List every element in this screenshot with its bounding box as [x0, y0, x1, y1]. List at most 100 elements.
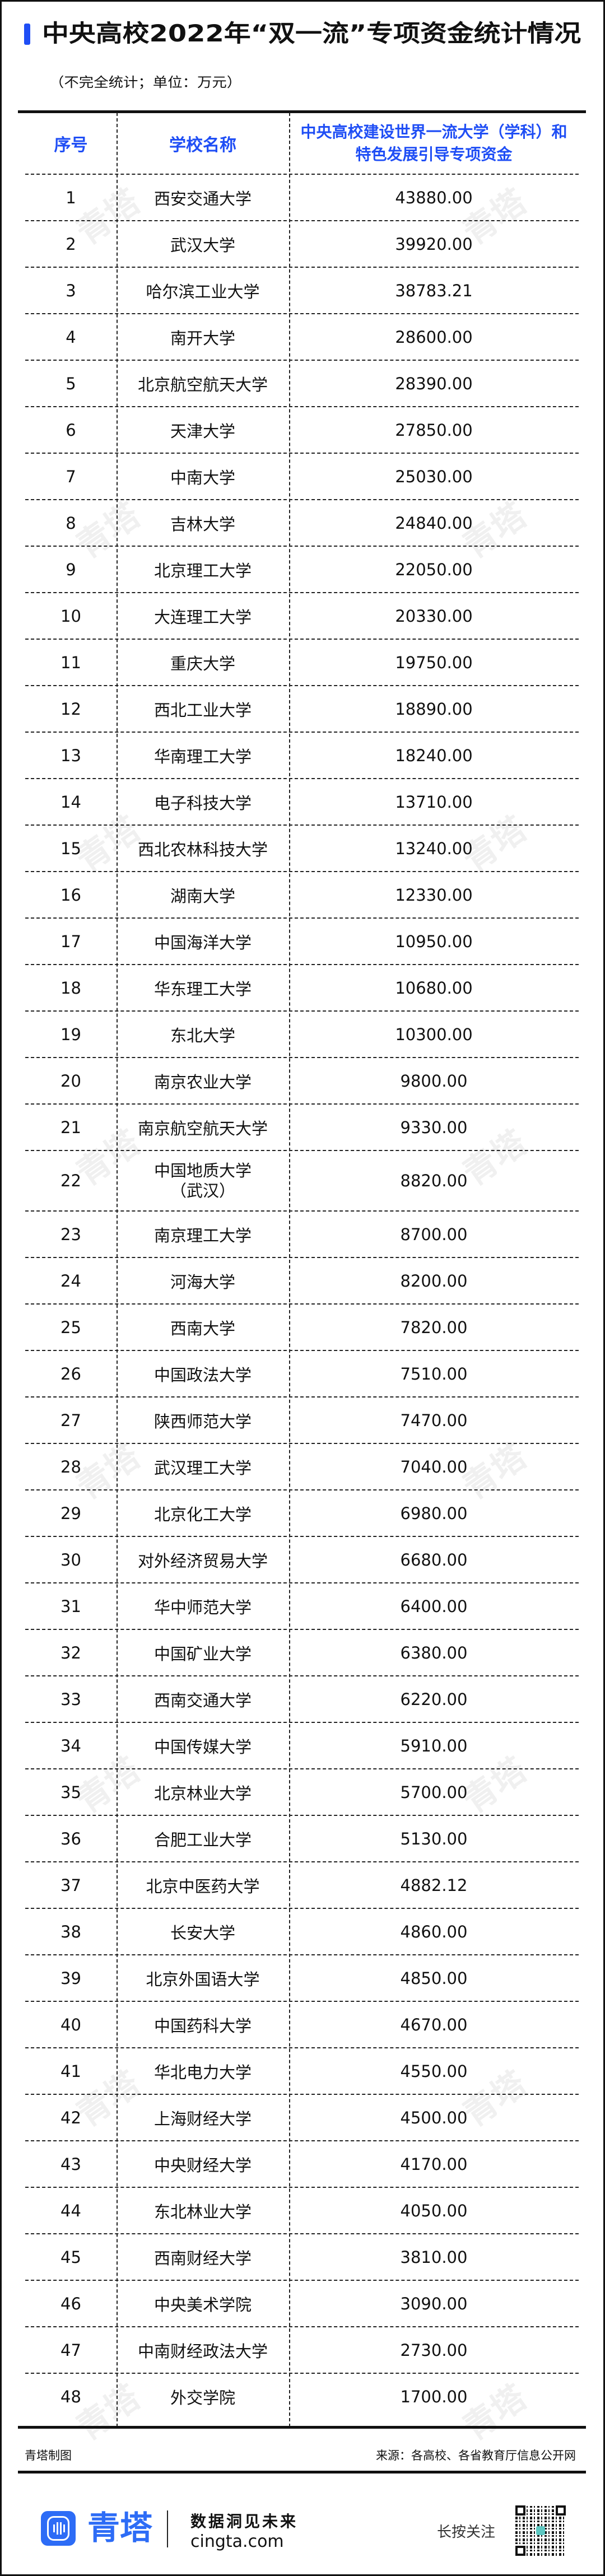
school-name: 外交学院	[170, 2388, 235, 2407]
funding-value: 39920.00	[395, 234, 473, 254]
funding-value: 43880.00	[395, 188, 473, 207]
funding-value: 6980.00	[400, 1503, 468, 1523]
table-row: 43 中央财经大学 4170.00	[25, 2140, 579, 2187]
funding-value: 3090.00	[400, 2294, 468, 2313]
school-name: 中央财经大学	[153, 2155, 252, 2175]
funding-value: 22050.00	[395, 560, 473, 579]
row-index: 22	[61, 1171, 81, 1190]
row-index: 3	[66, 281, 76, 300]
row-index: 19	[61, 1024, 81, 1044]
row-index: 46	[61, 2294, 81, 2313]
row-index: 37	[61, 1875, 81, 1895]
school-name: 武汉理工大学	[153, 1458, 252, 1478]
table-row: 10 大连理工大学 20330.00	[25, 592, 579, 639]
row-index: 48	[61, 2387, 81, 2406]
row-index: 15	[61, 839, 81, 858]
school-name: 重庆大学	[170, 654, 235, 673]
table-row: 4 南开大学 28600.00	[25, 313, 579, 360]
row-index: 5	[66, 374, 76, 393]
column-divider	[289, 113, 290, 2427]
row-index: 27	[61, 1410, 81, 1430]
row-index: 7	[66, 467, 76, 486]
brand-site[interactable]: cingta.com	[190, 2532, 284, 2551]
funding-value: 4860.00	[400, 1922, 468, 1941]
header-index: 序号	[54, 135, 88, 155]
table-row: 39 北京外国语大学 4850.00	[25, 1954, 579, 2001]
title-accent-bar	[24, 24, 30, 45]
table-row: 32 中国矿业大学 6380.00	[25, 1629, 579, 1675]
funding-value: 13710.00	[395, 792, 473, 812]
school-name: 西北农林科技大学	[137, 840, 268, 859]
table-row: 30 对外经济贸易大学 6680.00	[25, 1536, 579, 1582]
funding-value: 13240.00	[395, 839, 473, 858]
table-row: 23 南京理工大学 8700.00	[25, 1210, 579, 1257]
funding-value: 10680.00	[395, 978, 473, 998]
school-name: 合肥工业大学	[153, 1830, 252, 1850]
school-name: 长安大学	[170, 1923, 235, 1943]
table-row: 21 南京航空航天大学 9330.00	[25, 1103, 579, 1150]
table-row: 6 天津大学 27850.00	[25, 406, 579, 453]
table-row: 20 南京农业大学 9800.00	[25, 1057, 579, 1103]
funding-value: 5130.00	[400, 1829, 468, 1848]
school-name: 东北大学	[170, 1026, 235, 1045]
funding-value: 6220.00	[400, 1689, 468, 1709]
row-index: 16	[61, 885, 81, 905]
school-name: 对外经济贸易大学	[137, 1551, 268, 1571]
school-name: 中国地质大学 （武汉）	[153, 1161, 252, 1200]
school-name: 电子科技大学	[153, 793, 252, 813]
school-name: 大连理工大学	[153, 607, 252, 627]
funding-value: 20330.00	[395, 606, 473, 626]
funding-value: 4850.00	[400, 1968, 468, 1988]
header-school: 学校名称	[169, 135, 236, 155]
school-name: 中国政法大学	[153, 1365, 252, 1385]
page-title: 中央高校2022年“双一流”专项资金统计情况	[42, 20, 581, 47]
row-index: 17	[61, 931, 81, 951]
row-index: 36	[61, 1829, 81, 1848]
table-row: 27 陕西师范大学 7470.00	[25, 1396, 579, 1443]
school-name: 北京理工大学	[153, 561, 252, 580]
school-name: 南开大学	[170, 328, 235, 348]
table-row: 35 北京林业大学 5700.00	[25, 1768, 579, 1815]
row-index: 25	[61, 1317, 81, 1337]
row-index: 14	[61, 792, 81, 812]
funding-value: 4170.00	[400, 2154, 468, 2174]
subtitle: （不完全统计；单位：万元）	[49, 74, 242, 90]
row-index: 35	[61, 1782, 81, 1802]
funding-value: 7820.00	[400, 1317, 468, 1337]
row-index: 24	[61, 1271, 81, 1291]
funding-value: 3810.00	[400, 2247, 468, 2267]
school-name: 北京中医药大学	[146, 1876, 260, 1896]
funding-value: 4050.00	[400, 2201, 468, 2220]
funding-value: 10950.00	[395, 931, 473, 951]
qr-code-icon[interactable]	[515, 2505, 566, 2556]
table-bottom-rule	[18, 2426, 586, 2429]
table-header-row: 序号 学校名称 中央高校建设世界一流大学（学科）和特色发展引导专项资金	[25, 113, 579, 174]
table-row: 13 华南理工大学 18240.00	[25, 732, 579, 778]
school-name: 北京外国语大学	[146, 1969, 260, 1989]
row-index: 32	[61, 1643, 81, 1662]
school-name: 华南理工大学	[153, 747, 252, 766]
school-name: 中国传媒大学	[153, 1737, 252, 1757]
row-index: 34	[61, 1736, 81, 1755]
row-index: 20	[61, 1071, 81, 1091]
table-row: 1 西安交通大学 43880.00	[25, 174, 579, 220]
table-row: 41 华北电力大学 4550.00	[25, 2047, 579, 2094]
table-row: 9 北京理工大学 22050.00	[25, 546, 579, 592]
school-name: 中央美术学院	[153, 2295, 252, 2314]
table-row: 46 中央美术学院 3090.00	[25, 2280, 579, 2326]
school-name: 中国药科大学	[153, 2016, 252, 2035]
row-index: 13	[61, 746, 81, 765]
row-index: 11	[61, 653, 81, 672]
funding-value: 25030.00	[395, 467, 473, 486]
table-row: 16 湖南大学 12330.00	[25, 871, 579, 917]
table-row: 29 北京化工大学 6980.00	[25, 1489, 579, 1536]
footer-rule	[18, 2471, 586, 2473]
school-name: 上海财经大学	[153, 2109, 252, 2128]
source-text: 来源：各高校、各省教育厅信息公开网	[376, 2449, 576, 2462]
row-index: 30	[61, 1550, 81, 1569]
funding-value: 7510.00	[400, 1364, 468, 1384]
funding-value: 8820.00	[400, 1171, 468, 1190]
school-name: 西南交通大学	[153, 1690, 252, 1710]
table-row: 48 外交学院 1700.00	[25, 2373, 579, 2419]
